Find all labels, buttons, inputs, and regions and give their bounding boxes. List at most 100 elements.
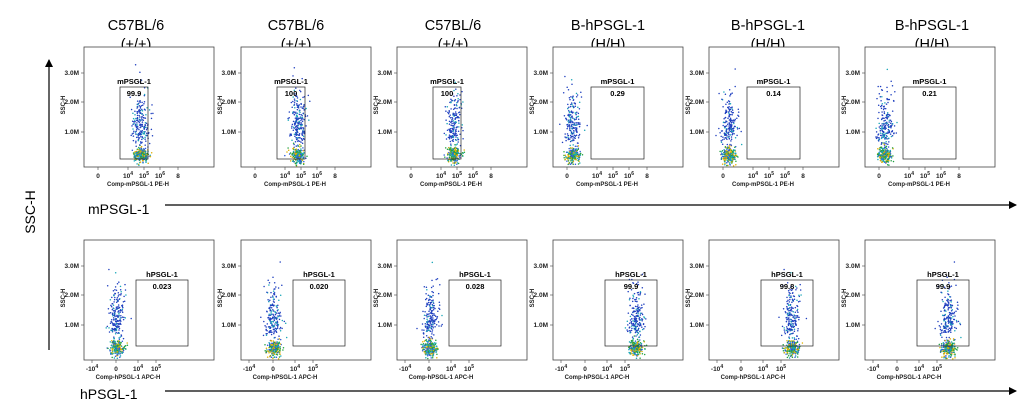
y-tick-label: 2.0M [534,99,548,106]
gate-name: mPSGL-1 [274,77,308,86]
panel-mPSGL-1-2: 3.0M 2.0M 1.0M SSC-H 0 104 105 106 8 Comp-mPSGL-1… [218,46,372,188]
x-axis-title: Comp-hPSGL-1 APC-H [409,375,474,381]
gate-percent: 0.21 [922,89,937,98]
x-tick-label: 0 [565,173,569,180]
x-tick-label: 105 [620,364,630,373]
x-tick-label: 0 [271,366,275,373]
column-header-4-line1: B-hPSGL-1 [571,18,645,34]
x-tick-label: 104 [446,364,456,373]
gate-percent: 100 [285,89,298,98]
gate-percent: 0.29 [610,89,625,98]
x-axis-title: Comp-hPSGL-1 APC-H [877,375,942,381]
gate-percent: 100 [441,89,454,98]
gate-percent: 0.028 [466,282,485,291]
x-tick-label: 105 [608,171,618,180]
gate-name: hPSGL-1 [459,270,491,279]
x-tick-label: 0 [427,366,431,373]
y-tick-label: 1.0M [534,322,548,329]
x-tick-label: 104 [758,364,768,373]
y-tick-label: 1.0M [378,322,392,329]
y-tick-label: 3.0M [534,70,548,77]
scatter-points [715,68,743,167]
x-tick-label: 104 [592,171,602,180]
gate-box [432,86,462,160]
x-tick-label: 8 [333,173,337,180]
y-tick-label: 3.0M [846,263,860,270]
scatter-panels: 3.0M 2.0M 1.0M SSC-H 0 104 105 106 8 Comp-mPSGL-1… [61,46,996,381]
y-axis-title: SSC-H [686,289,692,308]
scatter-points [778,268,808,359]
y-tick-label: 1.0M [846,322,860,329]
gate-name: mPSGL-1 [913,77,947,86]
plot-frame [552,46,684,168]
plot-frame [552,239,684,361]
panel-hPSGL-1-1: 3.0M 2.0M 1.0M SSC-H -104 0 104 105 Comp-hPSGL-1… [61,239,215,381]
y-tick-label: 2.0M [222,292,236,299]
panel-mPSGL-1-1: 3.0M 2.0M 1.0M SSC-H 0 104 105 106 8 Comp-mPSGL-1… [61,46,215,188]
x-tick-label: -104 [711,364,723,373]
plot-frame [708,239,840,361]
x-tick-label: 105 [308,364,318,373]
x-tick-label: -104 [867,364,879,373]
y-axis-title: SSC-H [530,289,536,308]
panel-mPSGL-1-5: 3.0M 2.0M 1.0M SSC-H 0 104 105 106 8 Comp-mPSGL-1… [686,46,840,188]
y-tick-label: 2.0M [378,99,392,106]
x-tick-label: 104 [280,171,290,180]
gate-percent: 0.020 [310,282,329,291]
y-tick-label: 3.0M [222,263,236,270]
row-label-hpsgl1: hPSGL-1 [80,386,138,402]
panel-hPSGL-1-3: 3.0M 2.0M 1.0M SSC-H -104 0 104 105 Comp-hPSGL-1… [374,239,528,381]
gate-box [916,279,970,347]
gate-name: mPSGL-1 [430,77,464,86]
y-tick-label: 3.0M [378,263,392,270]
y-tick-label: 1.0M [222,129,236,136]
x-axis-title: Comp-mPSGL-1 PE-H [420,182,482,188]
x-tick-label: 106 [780,171,790,180]
x-tick-label: 8 [957,173,961,180]
x-axis-title: Comp-hPSGL-1 APC-H [721,375,786,381]
x-tick-label: 0 [721,173,725,180]
scatter-points [443,79,466,167]
column-header-2-line1: C57BL/6 [268,18,324,34]
y-tick-label: 3.0M [65,70,79,77]
y-axis-title: SSC-H [686,96,692,115]
y-tick-label: 2.0M [65,99,79,106]
x-tick-label: -104 [86,364,98,373]
plot-frame [396,46,528,168]
row-label-mpsgl1: mPSGL-1 [88,201,150,217]
scatter-points [284,67,311,167]
x-axis-title: Comp-hPSGL-1 APC-H [96,375,161,381]
x-tick-label: 8 [176,173,180,180]
panel-mPSGL-1-6: 3.0M 2.0M 1.0M SSC-H 0 104 105 106 8 Comp-mPSGL-1… [842,46,996,188]
x-tick-label: 105 [932,364,942,373]
y-tick-label: 2.0M [690,99,704,106]
scatter-points [260,261,288,360]
y-tick-label: 1.0M [846,129,860,136]
gate-name: hPSGL-1 [146,270,178,279]
scatter-points [875,68,898,166]
y-tick-label: 2.0M [65,292,79,299]
scatter-points [416,261,443,360]
y-tick-label: 1.0M [65,322,79,329]
scatter-points [559,75,588,166]
x-tick-label: 105 [139,171,149,180]
gate-name: hPSGL-1 [615,270,647,279]
x-axis-title: Comp-mPSGL-1 PE-H [732,182,794,188]
gate-percent: 99.9 [127,89,142,98]
x-tick-label: 104 [914,364,924,373]
panel-mPSGL-1-4: 3.0M 2.0M 1.0M SSC-H 0 104 105 106 8 Comp-mPSGL-1… [530,46,684,188]
x-tick-label: 104 [123,171,133,180]
x-tick-label: 0 [114,366,118,373]
plot-frame [83,239,215,361]
gate-name: hPSGL-1 [771,270,803,279]
gate-percent: 0.023 [153,282,172,291]
y-tick-label: 3.0M [534,263,548,270]
gate-box [604,279,658,347]
y-tick-label: 3.0M [846,70,860,77]
x-tick-label: 8 [489,173,493,180]
gate-box [760,279,814,347]
panel-mPSGL-1-3: 3.0M 2.0M 1.0M SSC-H 0 104 105 106 8 Comp-mPSGL-1… [374,46,528,188]
gate-percent: 0.14 [766,89,781,98]
gate-box [119,86,149,160]
